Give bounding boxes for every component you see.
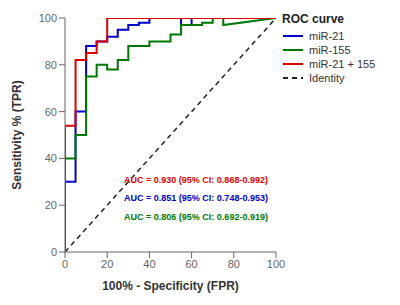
svg-text:40: 40 [45, 152, 57, 164]
svg-text:20: 20 [101, 258, 113, 270]
svg-text:80: 80 [228, 258, 240, 270]
svg-text:0: 0 [62, 258, 68, 270]
html-text:miR-21 + 155: miR-21 + 155 [309, 58, 376, 70]
svg-text:60: 60 [45, 106, 57, 118]
svg-text:Sensitivity % (TPR): Sensitivity % (TPR) [10, 80, 24, 189]
html-text:miR-155: miR-155 [309, 44, 351, 56]
svg-text:20: 20 [45, 199, 57, 211]
html-text:ROC curve: ROC curve [282, 12, 344, 26]
svg-text:AUC = 0.806 (95% CI: 0.692-0.9: AUC = 0.806 (95% CI: 0.692-0.919) [124, 212, 268, 222]
svg-text:100: 100 [39, 12, 57, 24]
html-text:Identity: Identity [309, 72, 345, 84]
svg-text:40: 40 [143, 258, 155, 270]
html-text:miR-21: miR-21 [309, 30, 345, 42]
svg-text:0: 0 [51, 246, 57, 258]
svg-text:AUC = 0.930 (95% CI: 0.868-0.9: AUC = 0.930 (95% CI: 0.868-0.992) [124, 175, 268, 185]
svg-text:60: 60 [185, 258, 197, 270]
svg-text:80: 80 [45, 59, 57, 71]
svg-text:100% - Specificity (FPR): 100% - Specificity (FPR) [102, 279, 239, 293]
svg-text:AUC = 0.851 (95% CI: 0.748-0.9: AUC = 0.851 (95% CI: 0.748-0.953) [124, 193, 268, 203]
svg-text:100: 100 [267, 258, 285, 270]
